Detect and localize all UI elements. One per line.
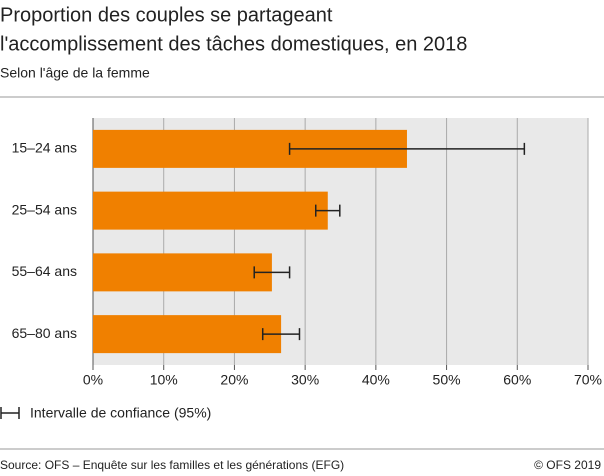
x-tick-label: 70% <box>574 372 602 388</box>
error-bar <box>261 328 301 341</box>
error-bar <box>253 266 291 279</box>
y-tick-label: 25–54 ans <box>12 201 77 217</box>
bar <box>93 253 272 292</box>
x-tick-label: 0% <box>83 372 103 388</box>
legend-label: Intervalle de confiance (95%) <box>30 405 211 421</box>
x-tick-label: 40% <box>362 372 390 388</box>
legend: Intervalle de confiance (95%) <box>0 405 211 421</box>
error-bar <box>288 142 526 155</box>
copyright: © OFS 2019 <box>534 458 601 472</box>
x-tick-label: 50% <box>433 372 461 388</box>
bar <box>93 315 282 354</box>
chart-title: Proportion des couples se partageant <box>0 4 333 26</box>
y-tick-label: 55–64 ans <box>12 263 77 279</box>
x-tick-label: 10% <box>150 372 178 388</box>
bar <box>93 191 328 230</box>
chart-title: l'accomplissement des tâches domestiques… <box>0 33 467 55</box>
y-tick-label: 15–24 ans <box>12 140 77 156</box>
x-tick-label: 30% <box>291 372 319 388</box>
chart-subtitle: Selon l'âge de la femme <box>0 65 150 81</box>
y-tick-label: 65–80 ans <box>12 325 77 341</box>
source: Source: OFS – Enquête sur les familles e… <box>0 458 344 472</box>
x-tick-label: 20% <box>220 372 248 388</box>
error-bar <box>315 204 341 217</box>
x-tick-label: 60% <box>503 372 531 388</box>
